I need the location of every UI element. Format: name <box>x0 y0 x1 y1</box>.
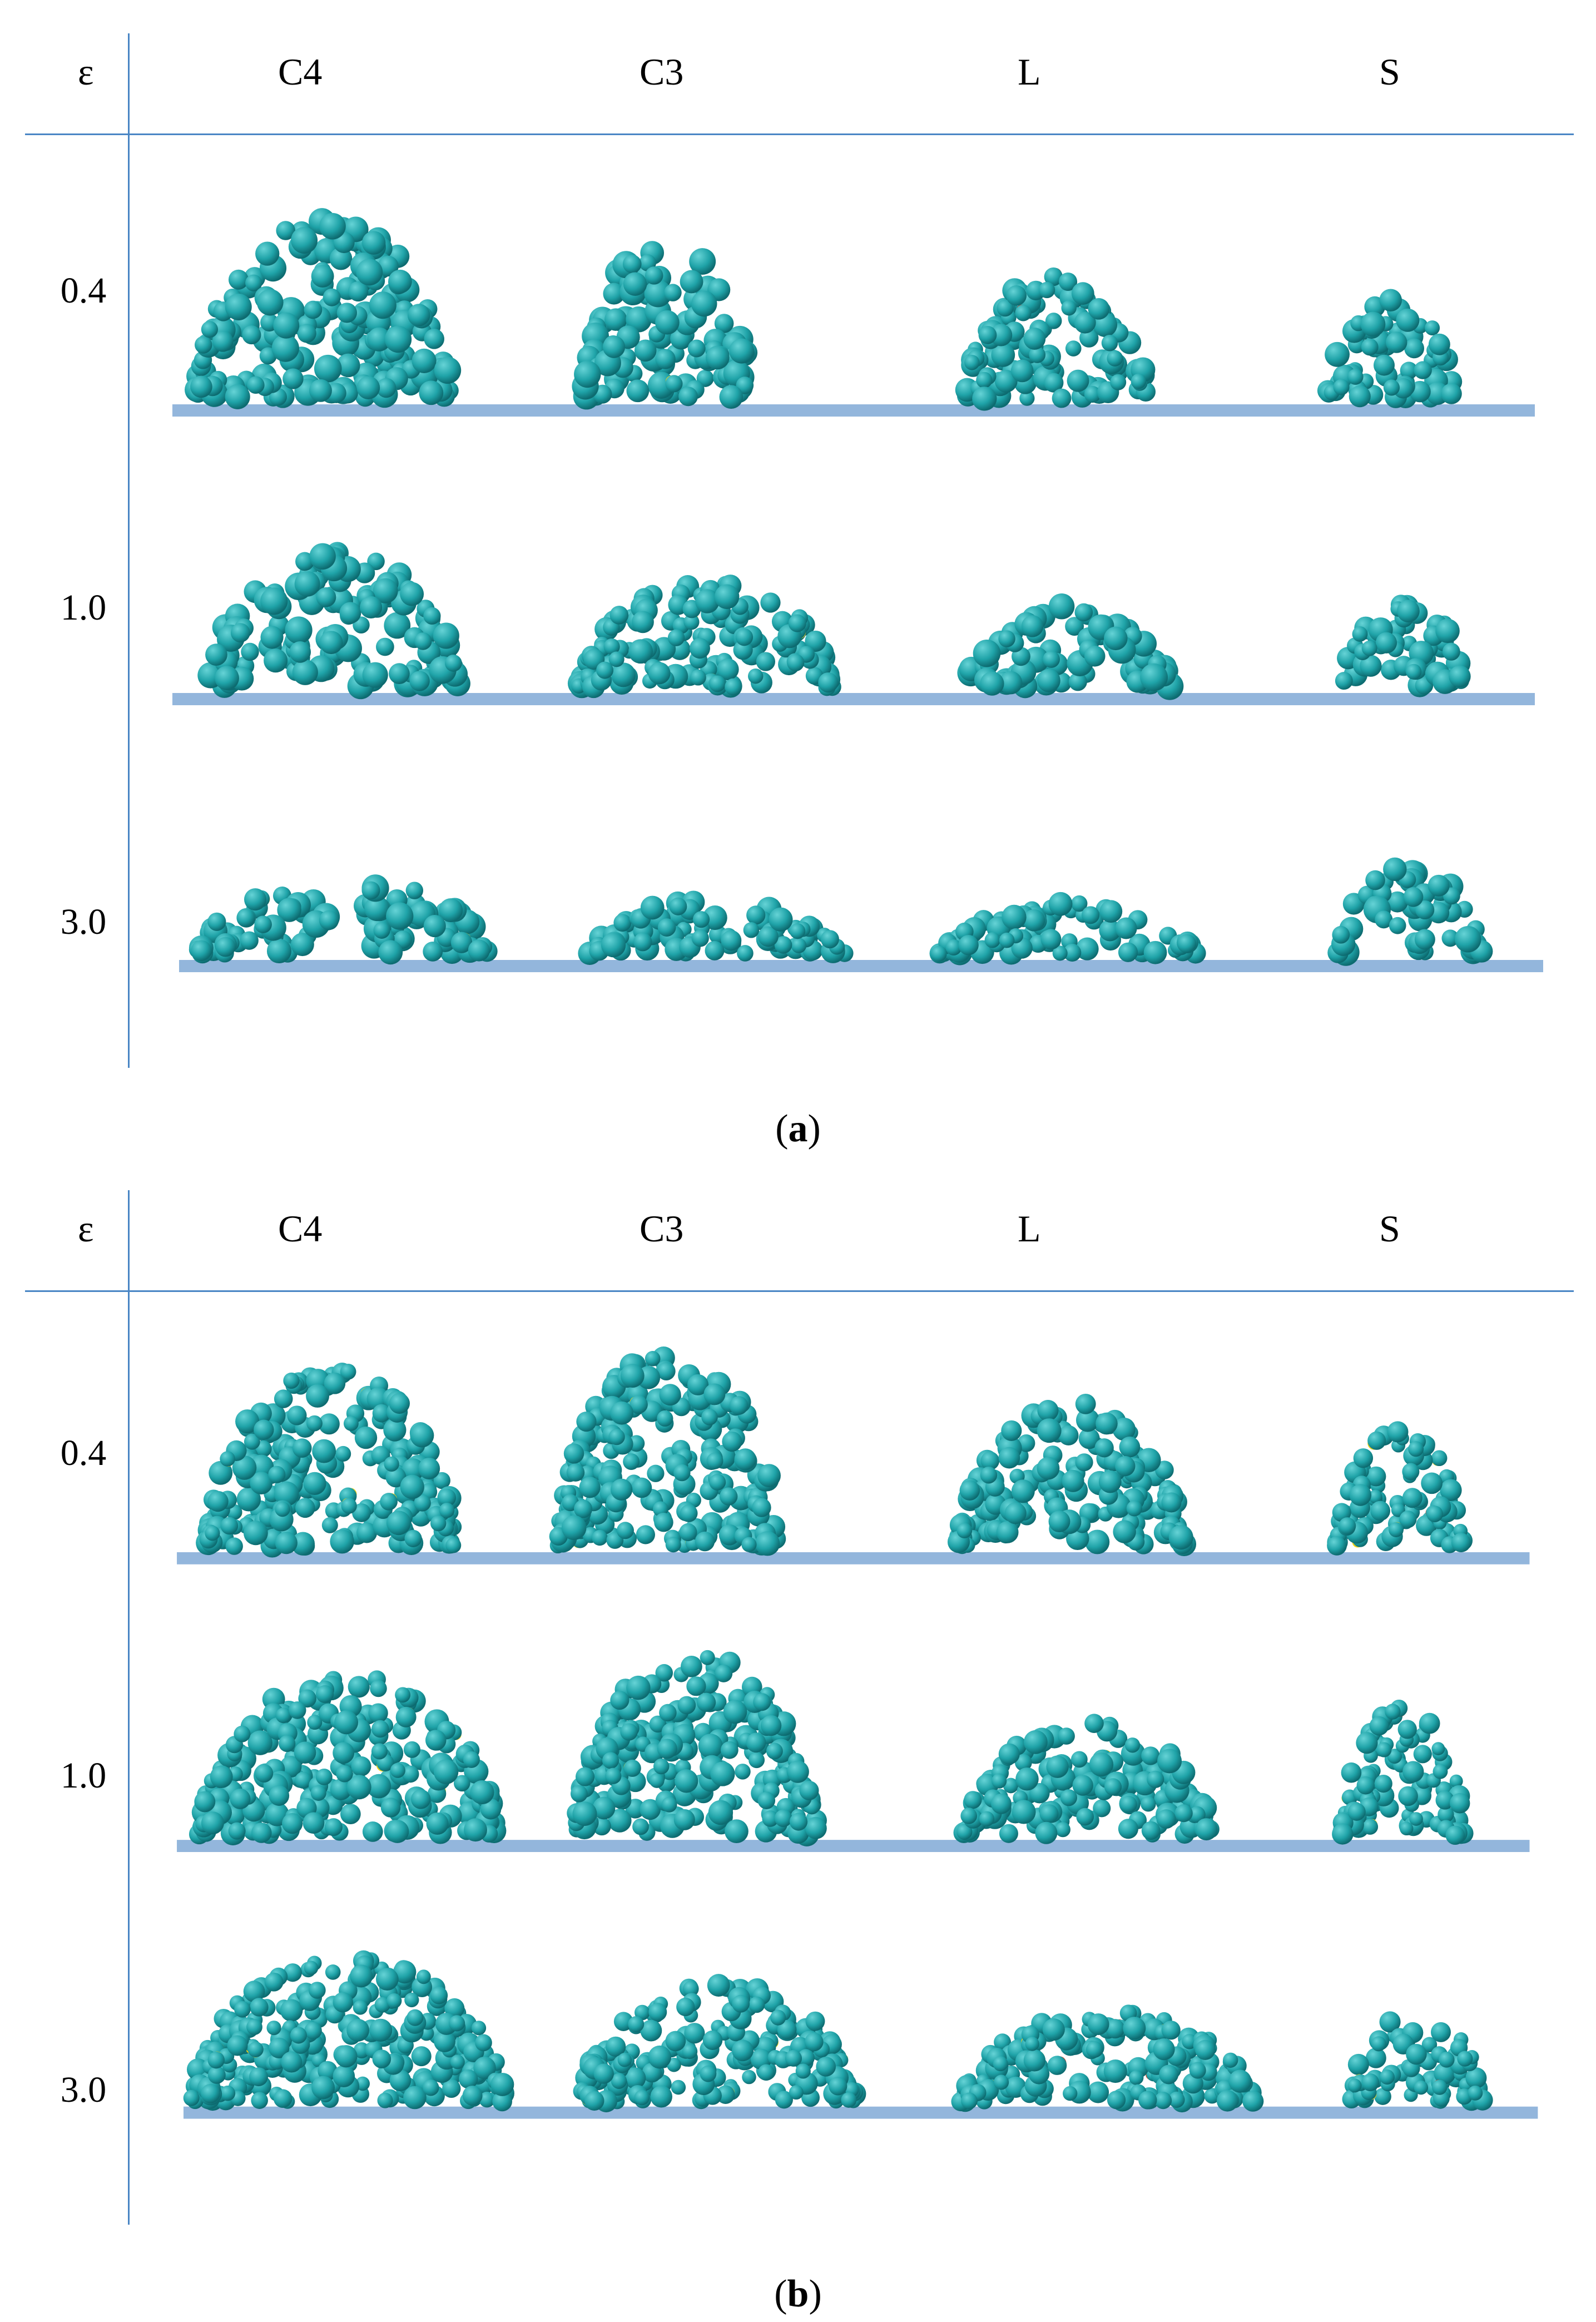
droplet-grid-a <box>172 208 1543 972</box>
row-label-eps-1.0: 1.0 <box>60 587 107 628</box>
panel-caption-a: (a) <box>775 1107 821 1150</box>
droplet-grid-b <box>177 1346 1538 2119</box>
droplet-s-0.4 <box>1317 289 1463 408</box>
droplet-l-1.0 <box>957 593 1184 700</box>
droplet-c4-1.0 <box>197 542 470 700</box>
row-label-eps-3.0: 3.0 <box>60 902 107 942</box>
panel-caption-b: (b) <box>774 2273 822 2315</box>
droplet-c4-0.4 <box>196 1363 462 1558</box>
header-separator-line <box>25 1290 1574 1292</box>
droplet-c3-1.0 <box>567 1650 827 1846</box>
substrate-surface <box>172 693 1535 705</box>
row-label-eps-3.0: 3.0 <box>60 2069 107 2110</box>
column-header-c3: C3 <box>640 51 684 93</box>
column-header-l: L <box>1018 1207 1041 1250</box>
column-header-s: S <box>1379 51 1400 93</box>
droplet-l-3.0 <box>929 892 1206 966</box>
droplet-c3-3.0 <box>573 1974 866 2112</box>
droplet-s-1.0 <box>1332 1699 1474 1845</box>
row-label-eps-1.0: 1.0 <box>60 1755 107 1796</box>
droplet-c3-0.4 <box>572 241 758 410</box>
row-label-eps-0.4: 0.4 <box>60 1433 107 1473</box>
vertical-axis-line <box>128 1190 130 2225</box>
column-header-c4: C4 <box>278 1207 323 1250</box>
droplet-l-0.4 <box>947 1393 1197 1557</box>
droplet-l-0.4 <box>955 267 1156 411</box>
droplet-c4-0.4 <box>185 208 462 409</box>
droplet-c3-3.0 <box>578 890 854 966</box>
droplet-c3-0.4 <box>549 1346 786 1556</box>
epsilon-header: ε <box>78 51 94 93</box>
row-label-eps-0.4: 0.4 <box>60 270 107 311</box>
header-separator-line <box>25 133 1574 135</box>
column-header-c4: C4 <box>278 51 323 93</box>
column-header-l: L <box>1018 51 1041 93</box>
vertical-axis-line <box>128 33 130 1068</box>
substrate-surface <box>177 1840 1530 1852</box>
epsilon-header: ε <box>78 1207 94 1250</box>
substrate-surface <box>172 404 1535 417</box>
droplet-s-1.0 <box>1335 595 1471 697</box>
column-header-c3: C3 <box>640 1207 684 1250</box>
droplet-c4-1.0 <box>189 1670 507 1845</box>
substrate-surface <box>179 960 1543 972</box>
column-header-s: S <box>1379 1207 1400 1250</box>
droplet-s-3.0 <box>1327 857 1493 966</box>
substrate-surface <box>183 2106 1538 2119</box>
panel-a: ε C4 C3 L S 0.4 1.0 3.0 (a) <box>0 0 1596 1157</box>
droplet-l-3.0 <box>951 2004 1264 2113</box>
substrate-surface <box>177 1552 1530 1564</box>
droplet-c4-3.0 <box>189 874 498 965</box>
droplet-c3-1.0 <box>567 575 841 699</box>
panel-b: ε C4 C3 L S 0.4 1.0 3.0 (b) <box>0 1157 1596 2322</box>
droplet-c4-3.0 <box>183 1950 514 2112</box>
droplet-s-3.0 <box>1342 2011 1493 2111</box>
droplet-s-0.4 <box>1327 1421 1473 1556</box>
droplet-l-1.0 <box>953 1714 1220 1844</box>
